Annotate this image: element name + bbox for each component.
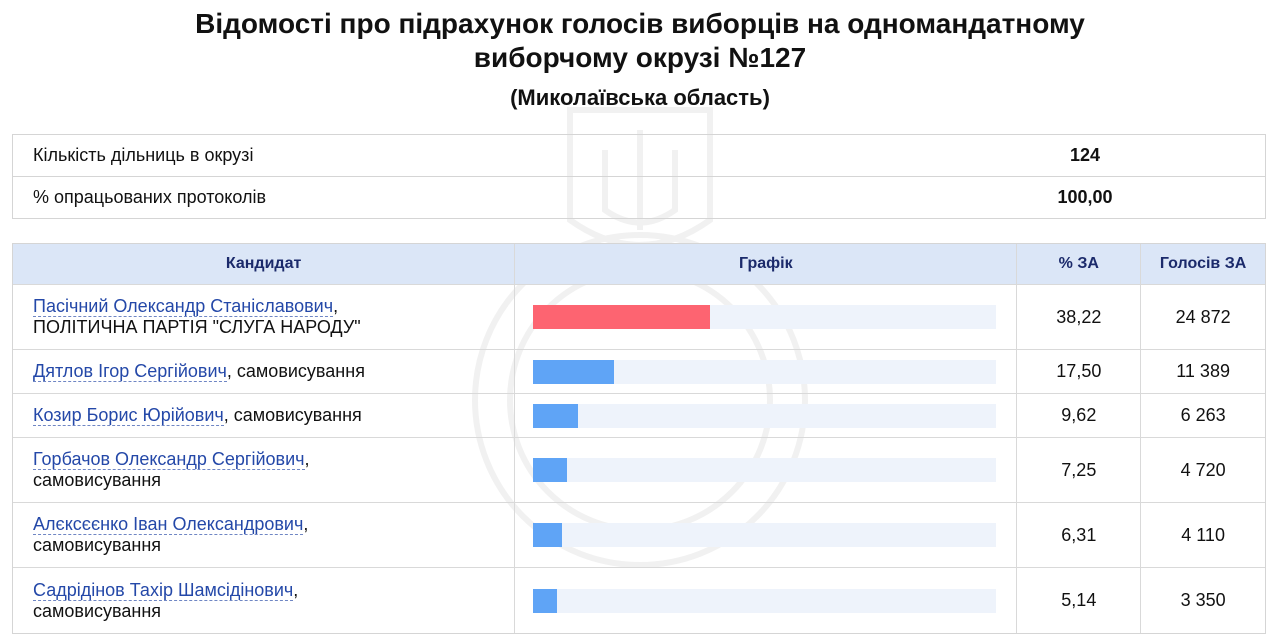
percent-cell: 17,50	[1017, 350, 1142, 393]
votes-cell: 3 350	[1180, 590, 1226, 610]
candidate-link[interactable]: Пасічний Олександр Станіславович	[33, 296, 334, 317]
candidate-cell: Пасічний Олександр Станіславович, ПОЛІТИЧ…	[13, 285, 516, 349]
column-header-percent: % ЗА	[1017, 244, 1142, 284]
chart-cell	[515, 285, 1018, 349]
candidate-cell: Алєксєєнко Іван Олександрович, самовисува…	[13, 503, 516, 567]
vote-bar	[533, 359, 615, 384]
vote-bar	[533, 523, 563, 547]
chart-cell	[515, 350, 1018, 393]
page-subtitle: (Миколаївська область)	[510, 85, 770, 110]
summary-row-stations: Кількість дільниць в окрузі 124	[13, 135, 1265, 177]
candidate-link[interactable]: Дятлов Ігор Сергійович	[33, 361, 227, 382]
table-row: Алєксєєнко Іван Олександрович, самовисува…	[13, 503, 1265, 568]
vote-bar-track	[533, 458, 997, 482]
vote-bar-track	[533, 523, 997, 547]
page-title-text: Відомості про підрахунок голосів виборці…	[195, 8, 1085, 73]
votes-cell: 4 720	[1180, 459, 1226, 480]
vote-bar-track	[533, 403, 997, 428]
chart-cell	[515, 568, 1018, 633]
summary-label: Кількість дільниць в окрузі	[33, 145, 254, 165]
candidate-cell: Дятлов Ігор Сергійович, самовисування	[13, 350, 516, 393]
candidate-party: самовисування	[33, 535, 162, 555]
table-row: Козир Борис Юрійович, самовисування 9,62…	[13, 394, 1265, 438]
column-header-candidate: Кандидат	[13, 244, 516, 284]
candidate-party: самовисування	[236, 361, 365, 381]
summary-value: 100,00	[1057, 187, 1113, 207]
table-row: Садрідінов Тахір Шамсідінович, самовисува…	[13, 568, 1265, 633]
candidate-party: самовисування	[33, 470, 162, 490]
results-table: Кандидат Графік % ЗА Голосів ЗА Пасічний…	[12, 243, 1266, 634]
vote-bar-track	[533, 305, 997, 329]
vote-bar	[533, 588, 557, 613]
candidate-cell: Горбачов Олександр Сергійович, самовисува…	[13, 438, 516, 502]
percent-cell: 9,62	[1017, 394, 1142, 437]
candidate-party: самовисування	[33, 600, 162, 621]
votes-cell: 4 110	[1181, 524, 1225, 545]
percent-cell: 6,31	[1017, 503, 1142, 567]
column-header-chart: Графік	[515, 244, 1018, 284]
candidate-link[interactable]: Горбачов Олександр Сергійович	[33, 449, 305, 470]
column-header-votes: Голосів ЗА	[1159, 255, 1247, 272]
table-row: Горбачов Олександр Сергійович, самовисува…	[13, 438, 1265, 503]
vote-bar	[533, 403, 578, 428]
summary-value: 124	[1069, 145, 1101, 165]
votes-cell: 24 872	[1175, 306, 1231, 327]
chart-cell	[515, 394, 1018, 437]
vote-bar-track	[533, 359, 997, 384]
candidate-cell: Козир Борис Юрійович, самовисування	[13, 394, 516, 437]
results-header-row: Кандидат Графік % ЗА Голосів ЗА	[13, 244, 1265, 285]
vote-bar	[533, 305, 711, 329]
table-row: Пасічний Олександр Станіславович, ПОЛІТИЧ…	[13, 285, 1265, 350]
candidate-party: ПОЛІТИЧНА ПАРТІЯ "СЛУГА НАРОДУ"	[33, 317, 361, 337]
page-title: Відомості про підрахунок голосів виборці…	[0, 7, 1280, 75]
percent-cell: 38,22	[1017, 285, 1142, 349]
candidate-cell: Садрідінов Тахір Шамсідінович, самовисува…	[13, 568, 516, 633]
candidate-link[interactable]: Козир Борис Юрійович	[33, 405, 224, 426]
summary-row-protocols: % опрацьованих протоколів 100,00	[13, 177, 1265, 218]
votes-cell: 6 263	[1180, 405, 1226, 425]
summary-table: Кількість дільниць в окрузі 124 % опраць…	[12, 134, 1266, 219]
candidate-link[interactable]: Алєксєєнко Іван Олександрович	[33, 514, 304, 535]
table-row: Дятлов Ігор Сергійович, самовисування 17…	[13, 350, 1265, 394]
vote-bar-track	[533, 588, 997, 613]
vote-bar	[533, 458, 567, 482]
votes-cell: 11 389	[1176, 361, 1230, 381]
summary-label: % опрацьованих протоколів	[33, 187, 267, 207]
percent-cell: 7,25	[1017, 438, 1142, 502]
candidate-link[interactable]: Садрідінов Тахір Шамсідінович	[33, 579, 294, 601]
chart-cell	[515, 503, 1018, 567]
percent-cell: 5,14	[1017, 568, 1142, 633]
chart-cell	[515, 438, 1018, 502]
candidate-party: самовисування	[233, 405, 362, 425]
